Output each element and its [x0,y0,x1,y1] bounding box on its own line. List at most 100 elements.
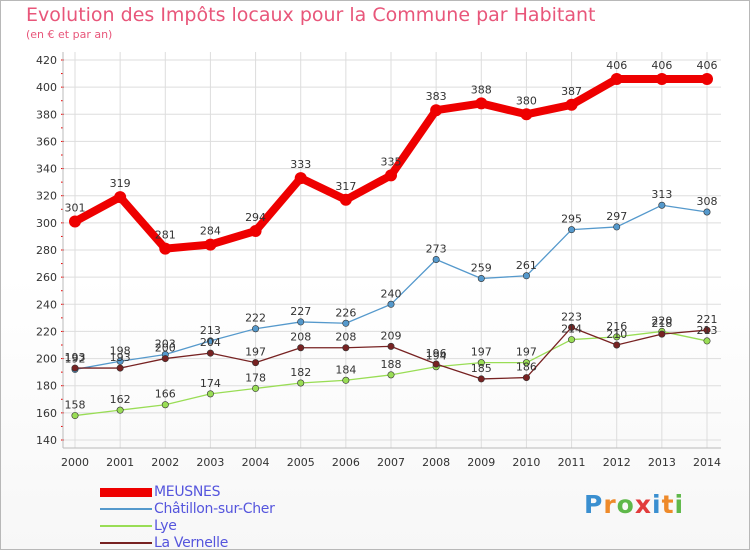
data-point-chatillon-sur-cher [342,319,350,327]
data-label-meusnes: 301 [65,202,86,215]
y-tick-label: 240 [36,298,57,311]
data-point-meusnes [430,104,443,117]
data-label-meusnes: 388 [471,83,492,96]
x-tick-label: 2008 [422,456,450,469]
grid [63,52,721,448]
data-label-meusnes: 406 [651,59,672,72]
legend-swatch-la-vernelle [100,542,152,544]
data-label-chatillon-sur-cher: 261 [516,259,537,272]
data-point-meusnes [249,225,262,237]
logo-letter: P [584,490,604,519]
data-label-lye: 178 [245,371,266,384]
data-point-la-vernelle [342,344,350,352]
data-label-lye: 194 [426,350,447,363]
data-point-la-vernelle [703,326,711,334]
data-label-chatillon-sur-cher: 295 [561,213,582,226]
data-point-meusnes [610,73,623,85]
proxiti-logo: Proxiti [584,490,684,519]
data-label-chatillon-sur-cher: 203 [155,338,176,351]
y-tick-label: 220 [36,325,57,338]
data-label-chatillon-sur-cher: 273 [426,243,447,256]
y-tick-label: 320 [36,190,57,203]
data-point-lye [71,412,79,420]
data-label-la-vernelle: 218 [651,317,672,330]
y-tick-label: 300 [36,217,57,230]
data-point-chatillon-sur-cher [116,357,124,365]
data-label-meusnes: 281 [155,229,176,242]
data-label-chatillon-sur-cher: 226 [335,306,356,319]
data-point-meusnes [520,108,533,121]
logo-letter: o [616,490,635,519]
data-point-lye [568,336,576,344]
data-point-chatillon-sur-cher [252,325,260,333]
data-label-meusnes: 284 [200,225,221,238]
data-point-la-vernelle [477,375,485,383]
x-tick-label: 2005 [287,456,315,469]
data-label-lye: 214 [561,323,582,336]
x-tick-label: 2006 [332,456,360,469]
series-la-vernelle [71,323,711,383]
data-label-lye: 213 [697,324,718,337]
legend-label-lye: Lye [154,518,177,534]
data-label-chatillon-sur-cher: 213 [200,324,221,337]
x-tick-label: 2002 [151,456,179,469]
data-label-lye: 220 [651,314,672,327]
data-label-lye: 197 [516,346,537,359]
x-tick-label: 2000 [61,456,89,469]
logo-letter: x [634,490,652,519]
data-label-la-vernelle: 208 [335,331,356,344]
data-label-chatillon-sur-cher: 222 [245,312,266,325]
data-label-la-vernelle: 210 [606,328,627,341]
data-label-chatillon-sur-cher: 227 [290,305,311,318]
data-point-chatillon-sur-cher [568,226,576,234]
legend-swatch-meusnes [100,488,152,497]
x-tick-label: 2009 [467,456,495,469]
data-point-lye [342,376,350,384]
data-point-meusnes [69,215,81,228]
legend: MEUSNES Châtillon-sur-Cher Lye La Vernel… [100,484,360,552]
x-tick-label: 2013 [648,456,676,469]
data-point-meusnes [159,242,172,255]
y-tick-label: 180 [36,380,57,393]
data-label-lye: 174 [200,377,221,390]
x-tick-label: 2001 [106,456,134,469]
series [69,73,713,420]
data-point-la-vernelle [161,355,169,363]
data-point-meusnes [204,238,217,251]
data-point-chatillon-sur-cher [206,337,214,345]
data-label-la-vernelle: 185 [471,362,492,375]
x-tick-label: 2014 [693,456,721,469]
data-point-lye [297,379,305,387]
data-label-la-vernelle: 208 [290,331,311,344]
data-label-chatillon-sur-cher: 192 [65,352,86,365]
data-point-chatillon-sur-cher [297,318,305,326]
data-label-meusnes: 387 [561,85,582,98]
data-label-lye: 216 [606,320,627,333]
data-point-lye [387,371,395,379]
y-tick-label: 260 [36,271,57,284]
y-tick-label: 140 [36,434,57,447]
data-label-chatillon-sur-cher: 297 [606,210,627,223]
chart-title: Evolution des Impôts locaux pour la Comm… [26,4,596,26]
data-point-la-vernelle [297,344,305,352]
legend-item-la-vernelle: La Vernelle [100,535,360,552]
data-point-meusnes [294,172,307,185]
y-tick-label: 420 [36,54,57,67]
data-label-lye: 182 [290,366,311,379]
data-point-chatillon-sur-cher [387,300,395,308]
data-label-la-vernelle: 193 [65,351,86,364]
x-tick-label: 2003 [196,456,224,469]
data-point-lye [252,384,260,392]
data-point-chatillon-sur-cher [658,201,666,209]
data-label-chatillon-sur-cher: 198 [110,344,131,357]
data-label-meusnes: 406 [697,59,718,72]
data-label-la-vernelle: 186 [516,361,537,374]
data-point-la-vernelle [432,360,440,368]
data-label-chatillon-sur-cher: 240 [381,287,402,300]
chart-subtitle: (en € et par an) [26,28,113,41]
data-label-la-vernelle: 223 [561,310,582,323]
legend-swatch-lye [100,525,152,527]
data-point-lye [522,359,530,367]
data-label-la-vernelle: 204 [200,336,221,349]
